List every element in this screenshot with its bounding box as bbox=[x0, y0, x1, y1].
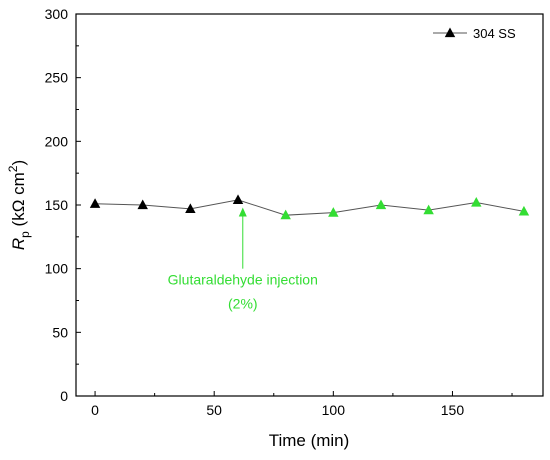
data-point bbox=[518, 205, 530, 216]
y-axis: 0 50 100 150 200 250 300 bbox=[45, 6, 81, 404]
y-tick-label: 50 bbox=[52, 324, 68, 340]
y-title-symbol: R bbox=[9, 238, 28, 250]
y-title-superscript: 2 bbox=[6, 165, 20, 172]
y-tick-label: 300 bbox=[45, 6, 69, 22]
y-title-close: ) bbox=[9, 160, 28, 166]
y-tick-label: 200 bbox=[45, 133, 69, 149]
x-axis: 0 50 100 150 bbox=[91, 391, 513, 418]
data-point bbox=[89, 198, 101, 208]
data-point bbox=[375, 199, 387, 210]
x-axis-title: Time (min) bbox=[269, 431, 350, 450]
data-point bbox=[471, 196, 482, 207]
legend-marker bbox=[444, 27, 456, 38]
x-tick-label: 0 bbox=[91, 402, 99, 418]
data-point bbox=[232, 194, 244, 205]
y-axis-title: Rp (kΩ cm2) bbox=[6, 160, 32, 250]
legend: 304 SS bbox=[433, 26, 516, 41]
y-tick-label: 0 bbox=[60, 388, 68, 404]
x-tick-label: 150 bbox=[441, 402, 465, 418]
data-point bbox=[328, 207, 339, 217]
x-tick-label: 100 bbox=[322, 402, 346, 418]
data-point bbox=[423, 204, 434, 215]
annotation-text: Glutaraldehyde injection bbox=[168, 272, 318, 288]
y-title-unit: (kΩ cm bbox=[9, 172, 28, 231]
data-point bbox=[185, 203, 196, 213]
annotation-text: (2%) bbox=[228, 296, 258, 312]
y-tick-label: 250 bbox=[45, 70, 69, 86]
y-tick-label: 150 bbox=[45, 197, 69, 213]
y-title-subscript: p bbox=[18, 231, 32, 238]
data-point bbox=[280, 209, 291, 220]
x-tick-label: 50 bbox=[206, 402, 222, 418]
y-tick-label: 100 bbox=[45, 261, 69, 277]
annotation: Glutaraldehyde injection (2%) bbox=[168, 207, 318, 312]
series-line bbox=[95, 199, 525, 216]
data-point bbox=[137, 199, 148, 210]
legend-label: 304 SS bbox=[473, 26, 516, 41]
annotation-arrow-head bbox=[238, 207, 247, 217]
series-layer bbox=[89, 194, 530, 220]
